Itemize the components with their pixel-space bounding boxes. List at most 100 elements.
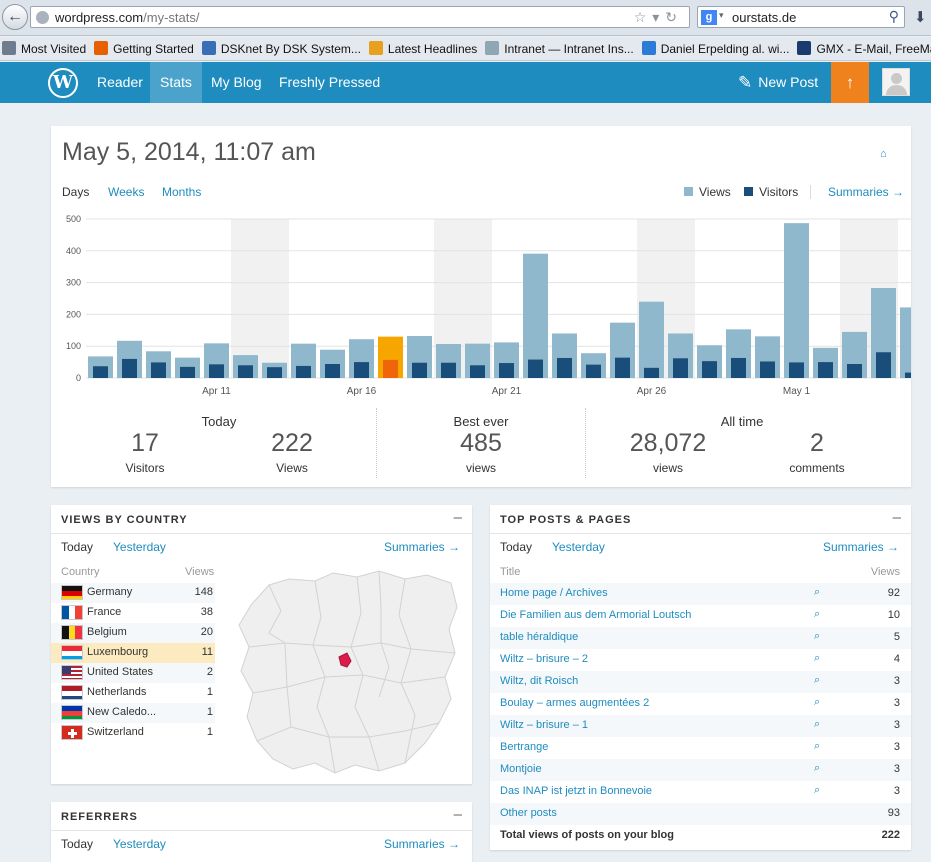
table-row[interactable]: Switzerland 1 [51,723,215,743]
visitors-bar[interactable] [905,372,911,378]
nav-reader[interactable]: Reader [97,74,143,90]
zoom-icon[interactable]: ⌕ [814,674,821,686]
post-title-link[interactable]: Bertrange [500,741,549,753]
tab-today[interactable]: Today [500,540,533,554]
back-button[interactable]: ← [2,4,28,30]
table-row[interactable]: France 38 [51,603,215,623]
nav-my-blog[interactable]: My Blog [211,74,262,90]
bookmark-item[interactable]: Intranet — Intranet Ins... [485,37,634,60]
tab-yesterday[interactable]: Yesterday [552,540,605,554]
zoom-icon[interactable]: ⌕ [814,586,821,598]
world-map[interactable] [229,567,459,779]
notifications-button[interactable]: ↑ [831,62,869,103]
visitors-bar[interactable] [209,364,224,378]
visitors-bar[interactable] [731,357,746,378]
post-title-link[interactable]: Boulay – armes augmentées 2 [500,697,650,709]
bookmark-item[interactable]: Daniel Erpelding al. wi... [641,37,789,60]
tab-today[interactable]: Today [61,540,94,554]
visitors-bar[interactable] [151,362,166,378]
home-icon[interactable]: ⌂ [880,148,887,160]
post-title-link[interactable]: Wiltz – brisure – 1 [500,719,589,731]
zoom-icon[interactable]: ⌕ [814,608,821,620]
visitors-bar[interactable] [673,358,688,378]
table-row[interactable]: Netherlands 1 [51,683,215,703]
post-title-link[interactable]: table héraldique [500,631,579,643]
bookmark-item[interactable]: DSKnet By DSK System... [201,37,361,60]
visitors-bar[interactable] [441,362,456,378]
table-row[interactable]: United States 2 [51,663,215,683]
nav-stats[interactable]: Stats [150,62,202,103]
views-bar[interactable] [523,253,548,378]
tab-yesterday[interactable]: Yesterday [113,837,166,851]
table-row[interactable]: Luxembourg 11 [51,643,215,663]
visitors-bar[interactable] [876,352,891,378]
search-icon[interactable]: ⚲ [888,8,899,24]
visitors-bar[interactable] [470,365,485,378]
views-bar[interactable] [639,301,664,378]
download-icon[interactable]: ⬇ [914,9,927,26]
visitors-bar[interactable] [847,364,862,378]
summaries-link[interactable]: Summaries → [810,185,904,199]
visitors-bar[interactable] [615,357,630,378]
zoom-icon[interactable]: ⌕ [814,740,821,752]
zoom-icon[interactable]: ⌕ [814,784,821,796]
address-bar[interactable]: wordpress.com/my-stats/ ☆▾↻ [30,6,690,28]
tab-days[interactable]: Days [62,185,90,199]
post-title-link[interactable]: Die Familien aus dem Armorial Loutsch [500,609,692,621]
post-title-link[interactable]: Das INAP ist jetzt in Bonnevoie [500,785,653,797]
tab-today[interactable]: Today [61,837,94,851]
tab-weeks[interactable]: Weeks [108,185,145,199]
visitors-bar[interactable] [702,361,717,378]
other-posts-link[interactable]: Other posts [500,807,557,819]
table-row[interactable]: Belgium 20 [51,623,215,643]
post-title-link[interactable]: Home page / Archives [500,587,608,599]
bookmark-item[interactable]: GMX - E-Mail, FreeMai... [797,37,931,60]
post-title-link[interactable]: Wiltz, dit Roisch [500,675,579,687]
visitors-bar[interactable] [789,362,804,378]
views-bar[interactable] [900,307,911,378]
summaries-link[interactable]: Summaries → [383,837,460,851]
visitors-bar[interactable] [267,367,282,378]
visitors-bar[interactable] [354,362,369,378]
table-row[interactable]: New Caledo... 1 [51,703,215,723]
bookmark-item[interactable]: Most Visited [2,37,86,60]
visitors-bar[interactable] [644,367,659,378]
wordpress-logo-icon[interactable]: W [48,68,78,98]
search-input[interactable]: ourstats.de [732,10,797,25]
summaries-link[interactable]: Summaries → [383,540,460,554]
zoom-icon[interactable]: ⌕ [814,718,821,730]
chevron-down-icon[interactable]: ▾ [719,10,724,20]
zoom-icon[interactable]: ⌕ [814,630,821,642]
new-post-button[interactable]: ✎ New Post [738,73,819,92]
zoom-icon[interactable]: ⌕ [814,696,821,708]
zoom-icon[interactable]: ⌕ [814,652,821,664]
visitors-bar[interactable] [412,362,427,378]
visitors-bar[interactable] [557,357,572,378]
visitors-bar[interactable] [180,366,195,378]
post-title-link[interactable]: Montjoie [500,763,542,775]
search-box[interactable]: g ▾ ourstats.de ⚲ [697,6,905,28]
collapse-icon[interactable]: – [453,509,462,526]
views-bar[interactable] [784,223,809,378]
collapse-icon[interactable]: – [892,509,901,526]
visitors-bar[interactable] [383,359,398,378]
visitors-bar[interactable] [499,363,514,378]
tab-yesterday[interactable]: Yesterday [113,540,166,554]
zoom-icon[interactable]: ⌕ [814,762,821,774]
nav-freshly-pressed[interactable]: Freshly Pressed [279,74,381,90]
visitors-bar[interactable] [586,364,601,378]
post-title-link[interactable]: Wiltz – brisure – 2 [500,653,589,665]
visitors-bar[interactable] [818,362,833,378]
visitors-bar[interactable] [325,364,340,378]
bookmark-item[interactable]: Latest Headlines [368,37,477,60]
collapse-icon[interactable]: – [453,806,462,823]
visitors-bar[interactable] [296,365,311,378]
visitors-bar[interactable] [760,361,775,378]
visitors-bar[interactable] [122,358,137,378]
visitors-bar[interactable] [528,359,543,378]
visitors-bar[interactable] [93,366,108,378]
star-icon[interactable]: ☆▾↻ [633,9,683,25]
bookmark-item[interactable]: Getting Started [94,37,194,60]
luxembourg-region[interactable] [338,652,352,668]
avatar[interactable] [882,68,910,96]
